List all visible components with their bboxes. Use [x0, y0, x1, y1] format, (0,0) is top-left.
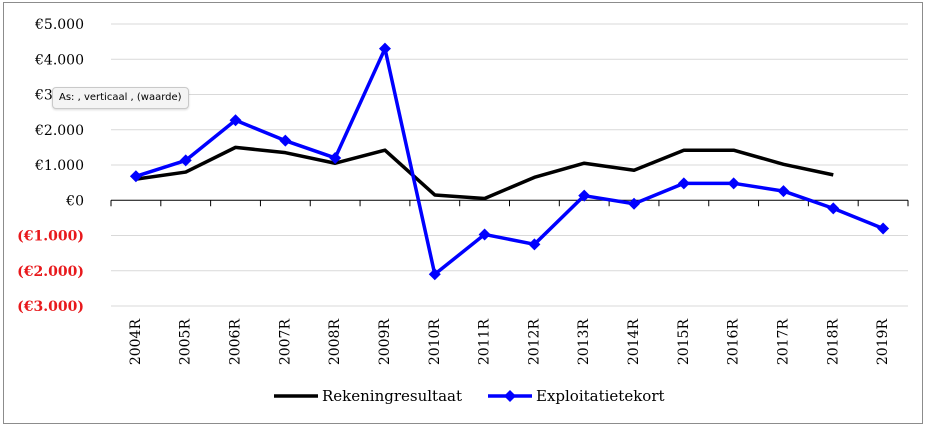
legend-marker	[504, 390, 516, 402]
line-chart: €5.000€4.000€3.000€2.000€1.000€0(€1.000)…	[17, 17, 909, 405]
data-point-marker	[428, 268, 441, 281]
x-tick-label: 2008R	[327, 319, 343, 366]
legend: Rekeningresultaat Exploitatietekort	[274, 387, 665, 405]
x-tick-label: 2017R	[775, 319, 791, 366]
x-tick-label: 2004R	[128, 319, 144, 366]
x-tick-label: 2007R	[277, 319, 293, 366]
data-point-marker	[628, 197, 641, 210]
series-lines	[129, 42, 890, 281]
axis-tooltip: As: , verticaal , (waarde)	[52, 87, 189, 109]
y-tick-label: (€3.000)	[17, 299, 84, 315]
y-tick-label: €0	[65, 193, 84, 209]
data-point-marker	[578, 189, 591, 202]
x-tick-label: 2015R	[676, 319, 692, 366]
x-tick-label: 2019R	[875, 319, 891, 366]
y-tick-label: €5.000	[34, 17, 84, 33]
data-point-marker	[279, 134, 292, 147]
x-tick-label: 2005R	[178, 319, 194, 366]
y-tick-label: (€1.000)	[17, 229, 84, 245]
x-axis-labels: 2004R 2005R 2006R 2007R 2008R 2009R 2010R 2011R…	[128, 319, 891, 366]
y-tick-label: €2.000	[34, 123, 84, 139]
data-point-marker	[329, 151, 342, 164]
x-tick-label: 2011R	[477, 319, 493, 366]
series-line-1	[135, 46, 884, 277]
data-point-marker	[777, 185, 790, 198]
x-tick-label: 2006R	[228, 319, 244, 366]
chart-frame: €5.000€4.000€3.000€2.000€1.000€0(€1.000)…	[3, 2, 923, 424]
legend-label: Exploitatietekort	[536, 387, 665, 405]
gridlines	[111, 23, 908, 307]
data-point-marker	[827, 202, 840, 215]
series-line-0	[135, 145, 834, 201]
legend-label: Rekeningresultaat	[322, 387, 462, 405]
data-point-marker	[378, 42, 391, 55]
x-tick-label: 2012R	[526, 319, 542, 366]
data-point-marker	[877, 222, 890, 235]
y-axis-labels: €5.000€4.000€3.000€2.000€1.000€0(€1.000)…	[17, 17, 84, 315]
y-tick-label: €4.000	[34, 52, 84, 68]
x-tick-label: 2016R	[726, 319, 742, 366]
data-point-marker	[528, 238, 541, 251]
y-tick-label: €1.000	[34, 158, 84, 174]
x-tick-label: 2013R	[576, 319, 592, 366]
data-point-marker	[727, 177, 740, 190]
data-point-marker	[229, 114, 242, 127]
x-tick-label: 2010R	[427, 319, 443, 366]
data-point-marker	[129, 170, 142, 183]
data-point-marker	[677, 177, 690, 190]
y-tick-label: (€2.000)	[17, 264, 84, 280]
data-point-marker	[179, 154, 192, 167]
x-axis	[110, 199, 909, 207]
x-tick-label: 2018R	[825, 319, 841, 366]
data-point-marker	[478, 228, 491, 241]
x-tick-label: 2009R	[377, 319, 393, 366]
x-tick-label: 2014R	[626, 319, 642, 366]
